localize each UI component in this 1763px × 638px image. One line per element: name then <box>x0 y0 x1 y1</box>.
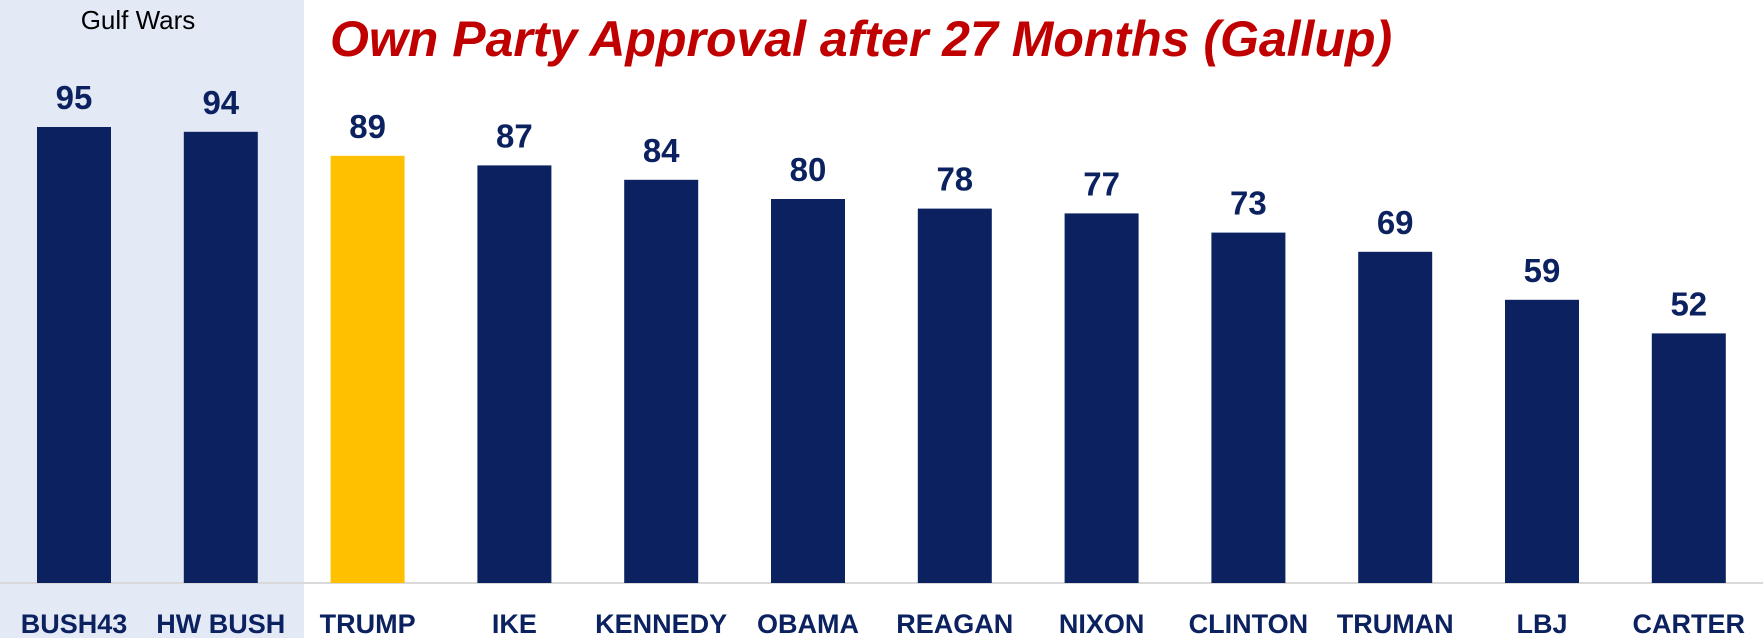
bar-trump <box>330 155 405 584</box>
bar-clinton <box>1211 232 1286 583</box>
value-label-ike: 87 <box>496 117 533 154</box>
value-label-trump: 89 <box>349 108 386 145</box>
value-label-kennedy: 84 <box>643 132 680 169</box>
bars-group <box>37 127 1726 584</box>
value-label-nixon: 77 <box>1083 165 1120 202</box>
category-label-carter: CARTER <box>1633 609 1746 638</box>
category-label-trump: TRUMP <box>320 609 416 638</box>
category-label-bush43: BUSH43 <box>21 609 128 638</box>
value-labels-group: 95 94 89 87 84 80 78 77 73 69 59 52 <box>56 79 1708 322</box>
value-label-obama: 80 <box>790 151 827 188</box>
category-label-ike: IKE <box>492 609 537 638</box>
value-label-truman: 69 <box>1377 204 1414 241</box>
bar-bush43 <box>37 127 111 583</box>
category-label-nixon: NIXON <box>1059 609 1145 638</box>
bar-nixon <box>1064 213 1139 583</box>
bar-carter <box>1651 333 1726 583</box>
bar-hw-bush <box>183 131 258 584</box>
category-label-hw-bush: HW BUSH <box>156 609 285 638</box>
category-label-lbj: LBJ <box>1516 609 1567 638</box>
category-label-reagan: REAGAN <box>896 609 1013 638</box>
gulf-wars-label: Gulf Wars <box>81 5 196 35</box>
value-label-bush43: 95 <box>56 79 93 116</box>
category-labels-group: BUSH43 HW BUSH TRUMP IKE KENNEDY OBAMA REAGAN N… <box>21 609 1745 638</box>
bar-truman <box>1358 251 1433 584</box>
value-label-lbj: 59 <box>1524 252 1561 289</box>
value-label-reagan: 78 <box>936 161 973 198</box>
bar-ike <box>477 165 552 583</box>
bar-reagan <box>917 208 992 583</box>
value-label-hw-bush: 94 <box>202 84 239 121</box>
category-label-obama: OBAMA <box>757 609 859 638</box>
value-label-carter: 52 <box>1670 285 1707 322</box>
bar-lbj <box>1505 299 1579 583</box>
bar-obama <box>771 199 845 583</box>
category-label-clinton: CLINTON <box>1189 609 1309 638</box>
category-label-truman: TRUMAN <box>1337 609 1454 638</box>
chart-title: Own Party Approval after 27 Months (Gall… <box>330 11 1392 67</box>
value-label-clinton: 73 <box>1230 185 1267 222</box>
category-label-kennedy: KENNEDY <box>595 609 727 638</box>
bar-kennedy <box>624 179 699 584</box>
